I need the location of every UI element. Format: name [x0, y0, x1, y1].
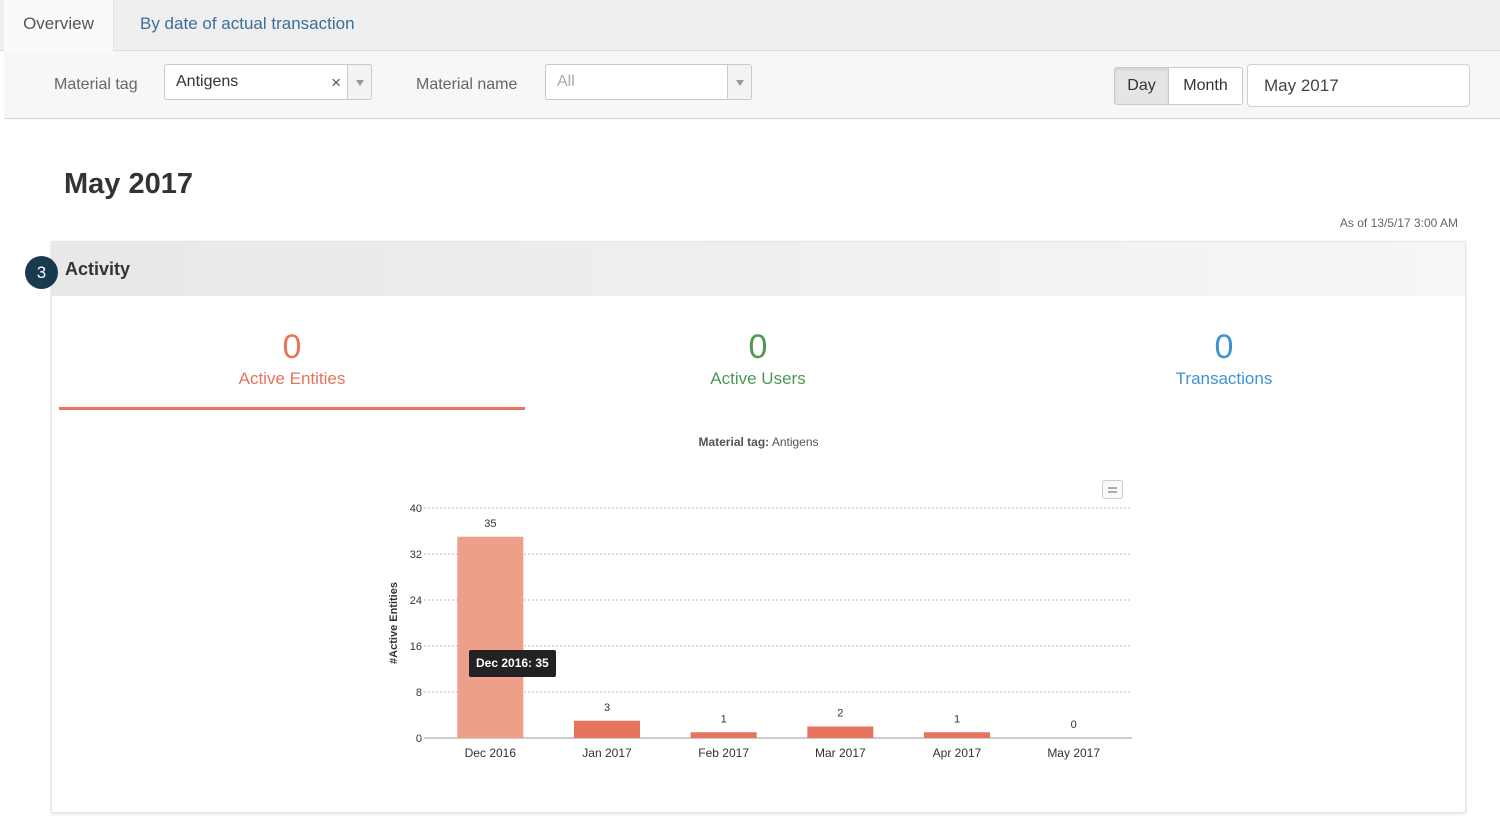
y-tick-label: 16	[410, 641, 422, 653]
date-picker-input[interactable]: May 2017	[1247, 64, 1470, 107]
month-toggle-button[interactable]: Month	[1168, 67, 1243, 105]
data-label: 0	[1071, 719, 1077, 731]
material-tag-value: Antigens	[176, 73, 239, 90]
activity-panel-header: Activity	[52, 242, 1465, 296]
page-title: May 2017	[64, 168, 193, 200]
day-toggle-button[interactable]: Day	[1114, 67, 1169, 105]
active-entities-bar-chart: 0 8 16 24 32 40 #Active Entities 35 Dec 2016 3 Jan…	[388, 503, 1132, 760]
x-tick-label: Mar 2017	[815, 746, 866, 760]
bar	[457, 536, 524, 738]
data-label: 1	[721, 713, 727, 725]
kpi-transactions-label: Transactions	[1175, 369, 1273, 388]
data-label: 35	[484, 518, 496, 530]
chevron-down-icon[interactable]	[347, 65, 371, 99]
bar	[807, 726, 874, 738]
activity-panel: Activity 0 Active Entities 0 Active User…	[51, 241, 1466, 813]
kpi-active-entities[interactable]: 0 Active Entities	[59, 327, 525, 389]
bar	[924, 732, 990, 738]
as-of-timestamp: As of 13/5/17 3:00 AM	[1339, 216, 1458, 230]
chart-tooltip: Dec 2016: 35	[469, 650, 556, 677]
x-tick-label: Jan 2017	[582, 746, 632, 760]
material-name-value: All	[557, 73, 575, 90]
x-tick-label: Dec 2016	[465, 746, 517, 760]
tab-overview[interactable]: Overview	[4, 0, 114, 52]
kpi-transactions[interactable]: 0 Transactions	[991, 327, 1457, 389]
step-number-badge: 3	[25, 256, 58, 289]
activity-title: Activity	[65, 259, 131, 279]
data-label: 3	[604, 702, 610, 714]
data-label: 2	[837, 708, 843, 720]
data-label: 1	[954, 713, 960, 725]
material-name-select[interactable]: All	[545, 64, 752, 100]
kpi-active-entities-value: 0	[282, 328, 302, 366]
bar	[690, 732, 757, 738]
x-tick-label: May 2017	[1047, 746, 1100, 760]
y-axis-title: #Active Entities	[388, 582, 400, 664]
x-tick-label: Feb 2017	[698, 746, 749, 760]
tab-by-date-of-actual-transaction[interactable]: By date of actual transaction	[140, 14, 355, 33]
material-tag-label: Material tag	[54, 76, 138, 93]
y-tick-label: 40	[410, 503, 422, 515]
y-tick-label: 8	[416, 687, 422, 699]
chart-subtitle: Material tag: Antigens	[52, 435, 1465, 449]
y-tick-label: 0	[416, 733, 422, 745]
chart-subtitle-value: Antigens	[771, 435, 819, 449]
clear-icon[interactable]: ×	[331, 73, 341, 92]
y-tick-label: 32	[410, 549, 422, 561]
kpi-active-users[interactable]: 0 Active Users	[525, 327, 991, 389]
kpi-active-users-value: 0	[748, 328, 768, 366]
y-tick-label: 24	[410, 595, 422, 607]
filter-bar: Material tag Antigens × Material name Al…	[4, 51, 1500, 119]
x-tick-label: Apr 2017	[933, 746, 982, 760]
active-kpi-underline	[59, 407, 525, 410]
material-name-label: Material name	[416, 76, 518, 93]
material-tag-select[interactable]: Antigens ×	[164, 64, 372, 100]
chart-subtitle-label: Material tag:	[698, 435, 770, 449]
kpi-transactions-value: 0	[1214, 328, 1234, 366]
chevron-down-icon[interactable]	[727, 65, 751, 99]
kpi-active-entities-label: Active Entities	[238, 369, 346, 388]
bar	[574, 720, 640, 738]
kpi-active-users-label: Active Users	[710, 369, 806, 388]
tab-bar: Overview By date of actual transaction	[0, 0, 1500, 52]
chart-menu-icon[interactable]	[1102, 480, 1123, 499]
